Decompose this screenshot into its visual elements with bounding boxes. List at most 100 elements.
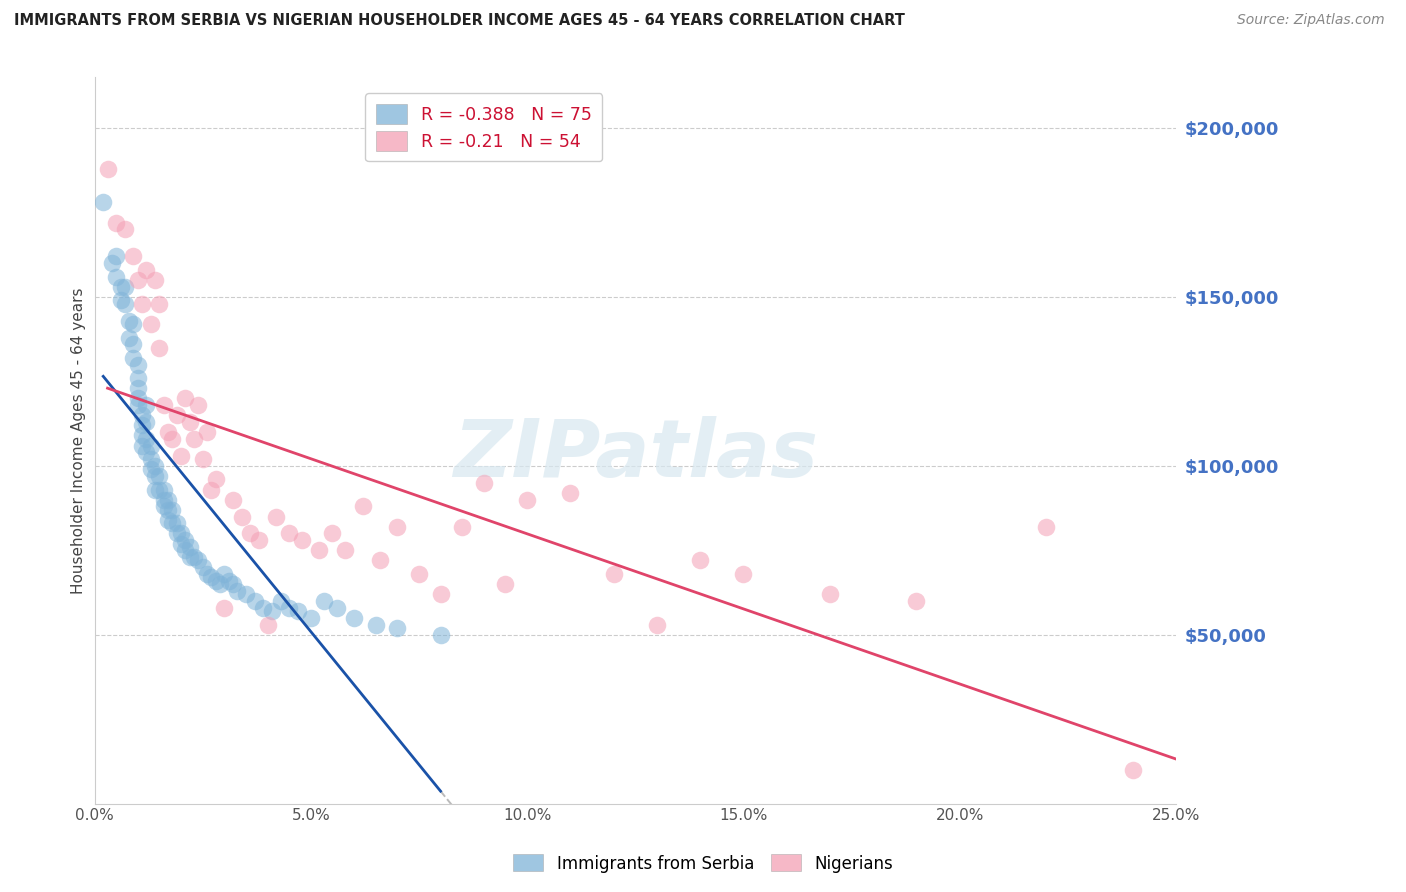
Point (131, 439, 153, 453)
Point (135, 445, 157, 459)
Point (187, 398, 209, 412)
Point (494, 577, 516, 591)
Point (200, 570, 222, 584)
Point (243, 594, 266, 608)
Point (429, 628, 451, 642)
Point (270, 594, 292, 608)
Point (214, 566, 236, 581)
Point (429, 587, 451, 601)
Point (179, 550, 201, 565)
Point (252, 600, 274, 615)
Point (247, 533, 270, 548)
Point (818, 587, 841, 601)
Point (387, 621, 409, 635)
Point (560, 486, 582, 500)
Point (148, 341, 170, 355)
Point (110, 293, 132, 308)
Point (139, 439, 162, 453)
Point (308, 543, 330, 558)
Point (105, 216, 128, 230)
Point (143, 469, 166, 483)
Point (174, 392, 197, 406)
Point (96, 161, 118, 176)
Point (114, 297, 136, 311)
Point (166, 408, 188, 422)
Point (231, 509, 253, 524)
Point (451, 519, 474, 533)
Point (122, 337, 145, 351)
Point (162, 516, 184, 531)
Point (326, 600, 349, 615)
Point (127, 381, 149, 395)
Point (1035, 519, 1057, 533)
Point (170, 536, 193, 550)
Point (135, 415, 157, 429)
Point (222, 492, 245, 507)
Point (157, 502, 180, 516)
Point (278, 600, 301, 615)
Point (135, 263, 157, 277)
Point (256, 617, 278, 632)
Point (299, 611, 322, 625)
Legend: R = -0.388   N = 75, R = -0.21   N = 54: R = -0.388 N = 75, R = -0.21 N = 54 (366, 94, 602, 161)
Point (105, 269, 128, 284)
Point (152, 398, 174, 412)
Point (174, 533, 197, 548)
Point (114, 280, 136, 294)
Point (118, 330, 141, 344)
Point (118, 313, 141, 327)
Point (148, 297, 170, 311)
Point (174, 543, 197, 558)
Point (689, 553, 711, 567)
Point (127, 398, 149, 412)
Point (135, 398, 157, 412)
Point (122, 317, 145, 331)
Point (166, 526, 188, 541)
Point (516, 492, 538, 507)
Point (472, 475, 495, 490)
Point (157, 425, 180, 439)
Point (157, 492, 180, 507)
Point (131, 408, 153, 422)
Point (143, 458, 166, 473)
Point (105, 250, 128, 264)
Point (200, 483, 222, 497)
Point (1122, 763, 1144, 777)
Point (204, 574, 226, 588)
Text: Source: ZipAtlas.com: Source: ZipAtlas.com (1237, 13, 1385, 28)
Point (222, 577, 245, 591)
Point (162, 432, 184, 446)
Point (152, 500, 174, 514)
Point (179, 415, 201, 429)
Point (239, 526, 262, 541)
Point (131, 418, 153, 433)
Point (122, 351, 145, 365)
Point (208, 577, 231, 591)
Point (148, 469, 170, 483)
Point (187, 553, 209, 567)
Point (204, 472, 226, 486)
Point (335, 543, 357, 558)
Point (368, 553, 391, 567)
Point (91, 195, 114, 210)
Point (226, 583, 249, 598)
Point (214, 600, 236, 615)
Point (364, 617, 387, 632)
Point (387, 519, 409, 533)
Point (170, 449, 193, 463)
Point (278, 526, 301, 541)
Point (195, 566, 218, 581)
Point (352, 500, 374, 514)
Text: ZIPatlas: ZIPatlas (453, 416, 818, 494)
Point (312, 594, 335, 608)
Point (170, 526, 193, 541)
Point (131, 297, 153, 311)
Point (139, 462, 162, 476)
Point (179, 540, 201, 554)
Y-axis label: Householder Income Ages 45 - 64 years: Householder Income Ages 45 - 64 years (72, 287, 86, 594)
Point (101, 256, 124, 270)
Point (321, 526, 343, 541)
Legend: Immigrants from Serbia, Nigerians: Immigrants from Serbia, Nigerians (506, 847, 900, 880)
Point (114, 222, 136, 236)
Point (131, 428, 153, 442)
